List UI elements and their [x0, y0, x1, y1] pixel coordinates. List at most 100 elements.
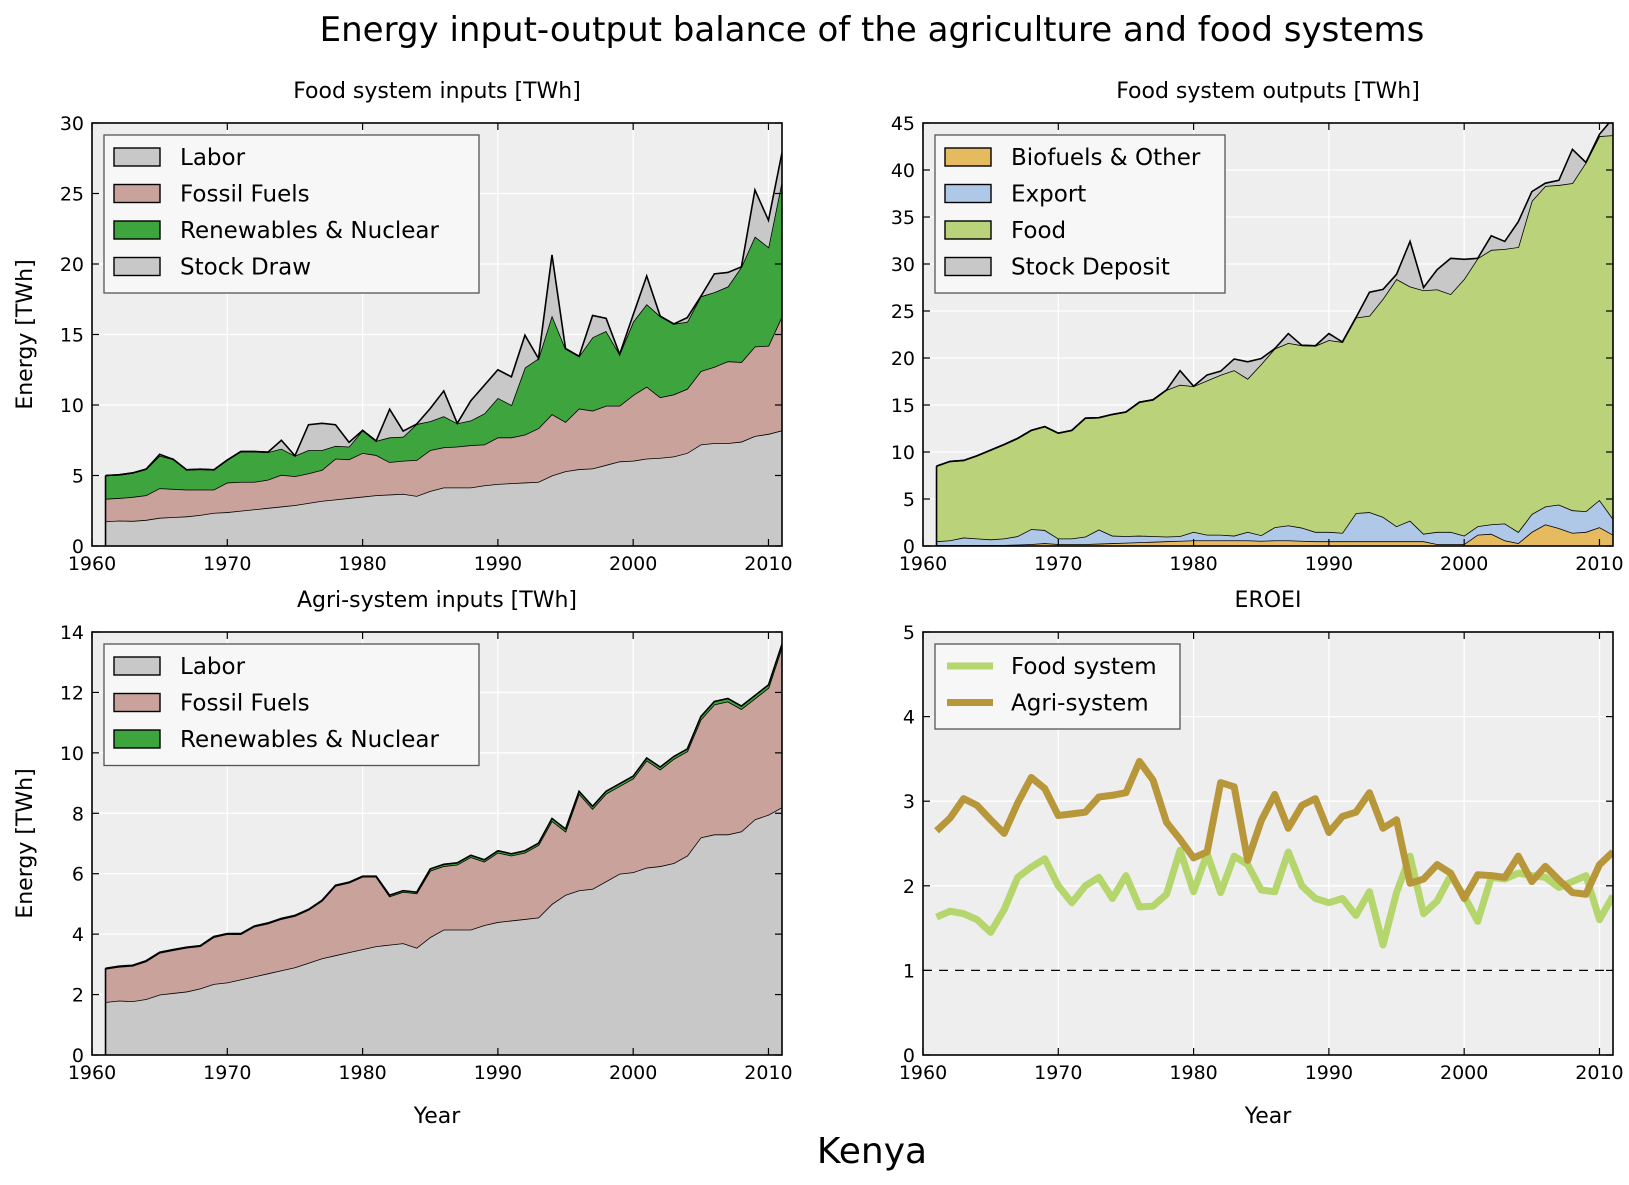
legend-label: Food	[1011, 218, 1066, 244]
x-tick-label: 1970	[1034, 553, 1082, 575]
y-tick-label: 30	[60, 113, 84, 135]
y-tick-label: 0	[72, 536, 84, 558]
chart-panel-1: 1960 1970 1980 1990 2000 2010 0 5 10 15 20 25 30 Food…	[13, 79, 793, 575]
legend-swatch	[944, 183, 992, 204]
legend-label: Agri-system	[1011, 691, 1149, 717]
legend-swatch	[113, 692, 161, 713]
y-tick-label: 15	[60, 325, 84, 347]
area-series-2	[936, 499, 1613, 546]
y-tick-label: 5	[903, 489, 915, 511]
y-tick-label: 3	[903, 791, 915, 813]
x-tick-label: 1970	[203, 1062, 251, 1084]
y-tick-label: 2	[903, 876, 915, 898]
legend-box	[103, 643, 480, 767]
area-series-4	[105, 152, 782, 476]
panel-title: Food system outputs [TWh]	[1116, 79, 1420, 104]
x-tick-label: 1970	[203, 553, 251, 575]
plot-area	[935, 123, 1613, 546]
y-tick-label: 15	[891, 395, 915, 417]
legend-swatch	[113, 656, 161, 676]
x-tick-label: 2000	[609, 1062, 657, 1084]
y-tick-label: 10	[60, 743, 84, 765]
x-tick-label: 2010	[1575, 1062, 1623, 1084]
area-series-4-edge	[105, 152, 782, 477]
panel-title: Food system inputs [TWh]	[293, 79, 581, 104]
plot-area	[923, 757, 1613, 972]
y-axis-label: Energy [TWh]	[13, 768, 38, 918]
legend-label: Biofuels & Other	[1011, 145, 1201, 171]
x-tick-label: 1960	[68, 553, 116, 575]
plot-area	[104, 152, 782, 546]
y-tick-label: 8	[72, 803, 84, 825]
y-tick-label: 5	[903, 622, 915, 644]
x-tick-label: 2000	[1440, 1062, 1488, 1084]
y-tick-label: 2	[72, 985, 84, 1007]
area-series-3	[936, 135, 1613, 542]
y-tick-label: 10	[60, 395, 84, 417]
panel-title: EROEI	[1235, 588, 1302, 613]
y-tick-label: 1	[903, 960, 915, 982]
x-tick-label: 1960	[899, 1062, 947, 1084]
x-tick-label: 1980	[338, 1062, 386, 1084]
x-tick-label: 2010	[744, 1062, 792, 1084]
x-tick-label: 2010	[744, 553, 792, 575]
legend-label: Stock Deposit	[1011, 255, 1170, 281]
x-axis-label: Year	[1244, 1104, 1293, 1129]
legend-box	[934, 643, 1181, 730]
legend-label: Labor	[180, 145, 246, 171]
plot-area	[104, 643, 782, 1055]
legend-swatch	[113, 256, 161, 277]
area-series-1	[105, 807, 782, 1055]
area-series-3	[105, 180, 782, 499]
x-tick-label: 1980	[1169, 1062, 1217, 1084]
area-series-2	[105, 647, 782, 1003]
y-tick-label: 40	[891, 160, 915, 182]
x-tick-label: 1960	[899, 553, 947, 575]
legend-swatch	[113, 183, 161, 204]
chart-panel-3: 1960 1970 1980 1990 2000 2010 0 2 4 6 8 10 12 14 Agri-…	[13, 588, 793, 1129]
x-tick-label: 2010	[1575, 553, 1623, 575]
legend-label: Renewables & Nuclear	[180, 727, 439, 753]
area-series-4-edge	[936, 123, 1611, 467]
y-tick-label: 6	[72, 864, 84, 886]
chart-panel-4: 1960 1970 1980 1990 2000 2010 0 1 2 3 4 5 EROEI Year F…	[899, 588, 1624, 1129]
y-tick-label: 20	[891, 348, 915, 370]
x-tick-label: 1990	[474, 1062, 522, 1084]
legend-swatch	[944, 256, 992, 277]
area-series-3-edge	[105, 643, 782, 970]
y-tick-label: 4	[72, 924, 84, 946]
line-series-2	[934, 757, 1613, 902]
legend-label: Food system	[1011, 654, 1157, 680]
y-tick-label: 12	[60, 682, 84, 704]
y-tick-label: 35	[891, 207, 915, 229]
legend-label: Labor	[180, 654, 246, 680]
x-tick-label: 1970	[1034, 1062, 1082, 1084]
legend-label: Stock Draw	[180, 255, 311, 281]
chart-panels: 1960 1970 1980 1990 2000 2010051015202530Food…	[13, 79, 1624, 1129]
x-tick-label: 1990	[474, 553, 522, 575]
figure-title: Energy input-output balance of the agric…	[320, 10, 1425, 50]
legend-swatch	[944, 147, 992, 167]
x-tick-label: 2000	[609, 553, 657, 575]
legend: Biofuels & Other Export Food Stock Deposit	[934, 134, 1226, 294]
axes-frame	[91, 631, 783, 1056]
legend-label: Fossil Fuels	[180, 182, 310, 208]
legend-swatch	[113, 729, 161, 749]
legend: Labor Fossil Fuels Renewables & Nuclear Sto…	[103, 134, 480, 294]
axes-frame	[922, 631, 1614, 1056]
y-tick-label: 4	[903, 707, 915, 729]
panel-title: Agri-system inputs [TWh]	[297, 588, 577, 613]
legend-label: Renewables & Nuclear	[180, 218, 439, 244]
legend-swatch	[944, 220, 992, 240]
y-axis-label: Energy [TWh]	[13, 259, 38, 409]
y-tick-label: 25	[891, 301, 915, 323]
y-tick-label: 30	[891, 254, 915, 276]
y-tick-label: 0	[903, 1045, 915, 1067]
legend-label: Export	[1011, 182, 1086, 208]
legend-label: Fossil Fuels	[180, 691, 310, 717]
x-tick-label: 1990	[1305, 1062, 1353, 1084]
axes-frame	[922, 122, 1614, 547]
figure-country-label: Kenya	[817, 1131, 927, 1172]
